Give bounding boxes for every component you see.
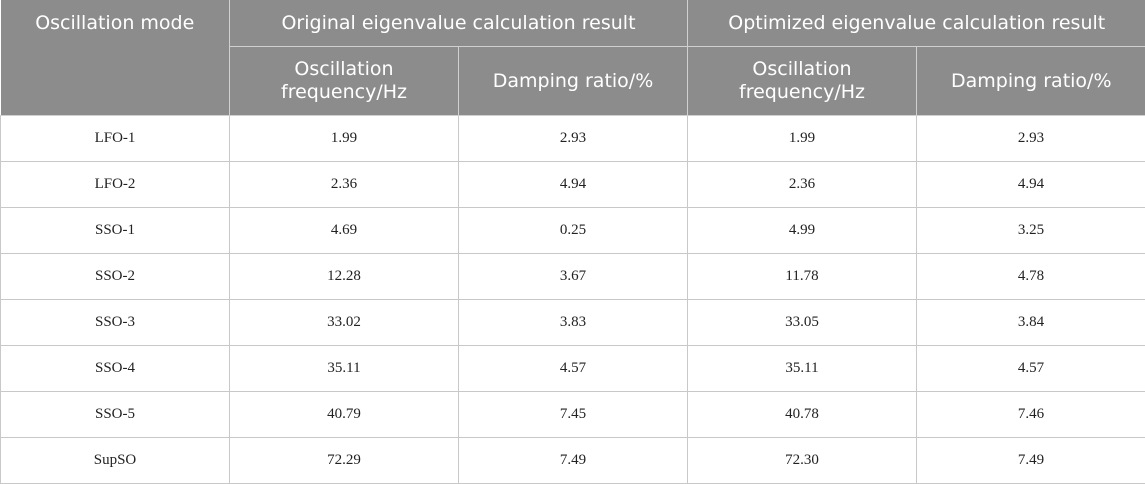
- cell-original-frequency: 40.79: [230, 392, 459, 438]
- cell-optimized-frequency: 11.78: [688, 254, 917, 300]
- cell-original-frequency: 2.36: [230, 162, 459, 208]
- cell-optimized-damping: 4.78: [917, 254, 1145, 300]
- cell-original-damping: 4.57: [459, 346, 688, 392]
- cell-original-damping: 2.93: [459, 116, 688, 162]
- header-original-damping: Damping ratio/%: [459, 47, 688, 116]
- cell-original-frequency: 72.29: [230, 438, 459, 484]
- table-row: SSO-5 40.79 7.45 40.78 7.46: [1, 392, 1145, 438]
- table-row: SSO-4 35.11 4.57 35.11 4.57: [1, 346, 1145, 392]
- cell-optimized-frequency: 2.36: [688, 162, 917, 208]
- cell-optimized-damping: 4.94: [917, 162, 1145, 208]
- header-original-frequency: Oscillation frequency/Hz: [230, 47, 459, 116]
- header-row-groups: Oscillation mode Original eigenvalue cal…: [1, 0, 1145, 47]
- cell-optimized-frequency: 1.99: [688, 116, 917, 162]
- cell-original-damping: 3.83: [459, 300, 688, 346]
- cell-optimized-frequency: 72.30: [688, 438, 917, 484]
- header-optimized-group: Optimized eigenvalue calculation result: [688, 0, 1145, 47]
- cell-original-damping: 7.45: [459, 392, 688, 438]
- cell-mode: SSO-5: [1, 392, 230, 438]
- cell-optimized-frequency: 40.78: [688, 392, 917, 438]
- header-optimized-damping: Damping ratio/%: [917, 47, 1145, 116]
- cell-mode: LFO-1: [1, 116, 230, 162]
- cell-optimized-damping: 3.25: [917, 208, 1145, 254]
- cell-optimized-damping: 4.57: [917, 346, 1145, 392]
- table-row: SSO-1 4.69 0.25 4.99 3.25: [1, 208, 1145, 254]
- header-original-group: Original eigenvalue calculation result: [230, 0, 688, 47]
- table-row: LFO-2 2.36 4.94 2.36 4.94: [1, 162, 1145, 208]
- cell-optimized-damping: 7.49: [917, 438, 1145, 484]
- cell-optimized-damping: 7.46: [917, 392, 1145, 438]
- cell-mode: SSO-2: [1, 254, 230, 300]
- cell-original-frequency: 4.69: [230, 208, 459, 254]
- table-row: SSO-2 12.28 3.67 11.78 4.78: [1, 254, 1145, 300]
- cell-original-damping: 7.49: [459, 438, 688, 484]
- cell-original-frequency: 1.99: [230, 116, 459, 162]
- table-row: LFO-1 1.99 2.93 1.99 2.93: [1, 116, 1145, 162]
- cell-mode: SSO-4: [1, 346, 230, 392]
- cell-mode: SSO-3: [1, 300, 230, 346]
- cell-original-frequency: 12.28: [230, 254, 459, 300]
- table-row: SupSO 72.29 7.49 72.30 7.49: [1, 438, 1145, 484]
- cell-optimized-frequency: 35.11: [688, 346, 917, 392]
- cell-original-frequency: 33.02: [230, 300, 459, 346]
- cell-mode: LFO-2: [1, 162, 230, 208]
- cell-original-damping: 3.67: [459, 254, 688, 300]
- cell-original-damping: 0.25: [459, 208, 688, 254]
- cell-original-damping: 4.94: [459, 162, 688, 208]
- table-body: LFO-1 1.99 2.93 1.99 2.93 LFO-2 2.36 4.9…: [1, 116, 1145, 484]
- table-row: SSO-3 33.02 3.83 33.05 3.84: [1, 300, 1145, 346]
- cell-mode: SupSO: [1, 438, 230, 484]
- cell-optimized-frequency: 33.05: [688, 300, 917, 346]
- header-oscillation-mode: Oscillation mode: [1, 0, 230, 116]
- table-header: Oscillation mode Original eigenvalue cal…: [1, 0, 1145, 116]
- header-optimized-frequency: Oscillation frequency/Hz: [688, 47, 917, 116]
- cell-original-frequency: 35.11: [230, 346, 459, 392]
- cell-optimized-damping: 2.93: [917, 116, 1145, 162]
- cell-optimized-damping: 3.84: [917, 300, 1145, 346]
- cell-mode: SSO-1: [1, 208, 230, 254]
- cell-optimized-frequency: 4.99: [688, 208, 917, 254]
